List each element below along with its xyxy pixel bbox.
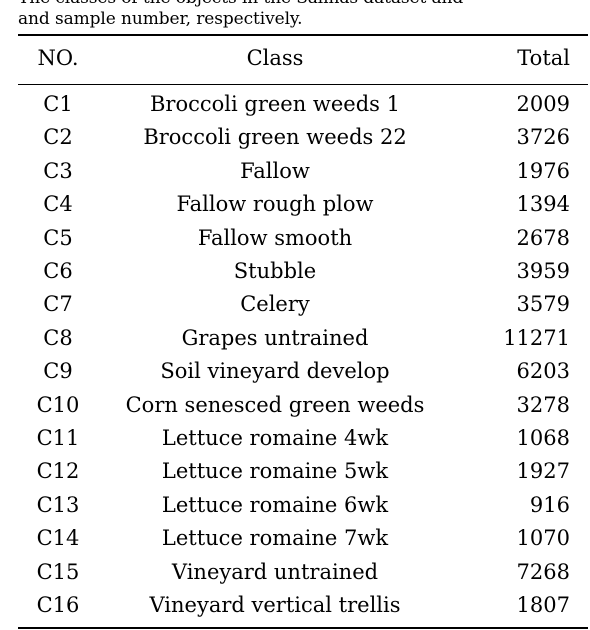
cell-no: C2	[43, 125, 73, 150]
cell-no: C16	[36, 593, 80, 617]
cell-no: C8	[43, 325, 73, 350]
table-row: C9 Soil vineyard develop 6203	[18, 355, 588, 388]
cell-total: 3278	[516, 392, 570, 417]
table-row: C5 Fallow smooth 2678	[18, 222, 588, 255]
cell-total: 1927	[516, 459, 570, 484]
cell-class: Vineyard untrained	[171, 559, 379, 584]
table-row: C8 Grapes untrained 11271	[18, 322, 588, 355]
cell-total: 3726	[516, 125, 570, 150]
cell-no: C15	[36, 559, 80, 584]
table-row: C3 Fallow 1976	[18, 155, 588, 188]
cell-class: Fallow	[240, 158, 310, 183]
cell-total: 1070	[516, 526, 570, 551]
table-row: C1 Broccoli green weeds 1 2009	[18, 88, 588, 121]
cell-no: C1	[43, 92, 73, 116]
table-row: C13 Lettuce romaine 6wk 916	[18, 489, 588, 522]
cell-total: 3959	[516, 259, 570, 283]
cell-no: C13	[36, 492, 80, 517]
cell-class: Broccoli green weeds 1	[149, 92, 400, 116]
cell-no: C4	[43, 192, 73, 217]
table-row: C2 Broccoli green weeds 22 3726	[18, 121, 588, 154]
table-row: C4 Fallow rough plow 1394	[18, 188, 588, 221]
cell-no: C10	[36, 392, 80, 417]
header-total: Total	[517, 46, 570, 70]
cell-class: Broccoli green weeds 22	[143, 125, 407, 150]
cell-class: Fallow smooth	[197, 225, 353, 250]
cell-class: Lettuce romaine 6wk	[161, 492, 389, 517]
table-row: C7 Celery 3579	[18, 288, 588, 321]
cell-no: C9	[43, 359, 73, 384]
cell-total: 916	[529, 492, 570, 517]
table-bottom-rule	[18, 627, 588, 629]
cell-total: 11271	[503, 325, 570, 350]
cell-no: C14	[36, 526, 80, 551]
cell-no: C3	[43, 158, 73, 183]
caption-line-2: and sample number, respectively.	[18, 9, 303, 29]
table-row: C16 Vineyard vertical trellis 1807	[18, 589, 588, 622]
cell-total: 2678	[516, 225, 570, 250]
cell-class: Soil vineyard develop	[160, 359, 390, 384]
cell-no: C6	[43, 259, 73, 283]
cell-total: 1807	[516, 593, 570, 617]
table-header-row: NO. Class Total	[18, 42, 588, 75]
cell-class: Corn senesced green weeds	[125, 392, 425, 417]
cell-class: Stubble	[233, 259, 317, 283]
table-row: C12 Lettuce romaine 5wk 1927	[18, 455, 588, 488]
cell-total: 1976	[516, 158, 570, 183]
cell-total: 1394	[516, 192, 570, 217]
table-header-rule	[18, 84, 588, 85]
table-row: C15 Vineyard untrained 7268	[18, 556, 588, 589]
cell-no: C5	[43, 225, 73, 250]
cell-class: Lettuce romaine 7wk	[161, 526, 389, 551]
table-row: C10 Corn senesced green weeds 3278	[18, 389, 588, 422]
cell-no: C11	[36, 426, 80, 450]
table-row: C14 Lettuce romaine 7wk 1070	[18, 522, 588, 555]
table-top-rule	[18, 34, 588, 36]
cell-total: 3579	[516, 292, 570, 317]
cell-class: Lettuce romaine 5wk	[161, 459, 389, 484]
table-row: C6 Stubble 3959	[18, 255, 588, 288]
header-no: NO.	[37, 46, 79, 70]
table-row: C11 Lettuce romaine 4wk 1068	[18, 422, 588, 455]
cell-class: Fallow rough plow	[176, 192, 374, 217]
cell-total: 1068	[516, 426, 570, 450]
cell-class: Lettuce romaine 4wk	[161, 426, 389, 450]
caption-line-1: The classes of the objects in the Salina…	[18, 0, 463, 8]
cell-no: C7	[43, 292, 73, 317]
cell-total: 2009	[516, 92, 570, 116]
cell-total: 6203	[516, 359, 570, 384]
cell-total: 7268	[516, 559, 570, 584]
cell-class: Vineyard vertical trellis	[149, 593, 401, 617]
cell-class: Celery	[240, 292, 310, 317]
cell-class: Grapes untrained	[181, 325, 369, 350]
header-class: Class	[246, 46, 304, 70]
cell-no: C12	[36, 459, 80, 484]
